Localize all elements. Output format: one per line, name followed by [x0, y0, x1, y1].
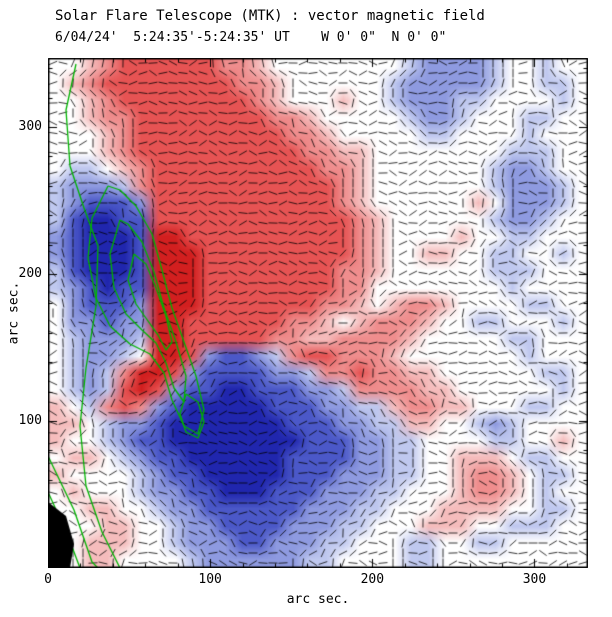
x-tick-label-100: 100 — [198, 572, 222, 587]
chart-title: Solar Flare Telescope (MTK) : vector mag… — [55, 8, 485, 24]
y-axis-label: arc sec. — [6, 281, 22, 345]
y-tick-label-200: 200 — [18, 266, 42, 282]
chart-subtitle: 6/04/24' 5:24:35'-5:24:35' UT W 0' 0" N … — [55, 30, 447, 45]
y-tick-label-100: 100 — [18, 413, 42, 429]
y-tick-label-300: 300 — [18, 119, 42, 135]
x-tick-label-300: 300 — [522, 572, 547, 587]
x-tick-label-200: 200 — [360, 572, 385, 587]
magnetogram-plot-canvas — [48, 58, 588, 568]
x-axis-label: arc sec. — [286, 592, 350, 607]
x-tick-label-0: 0 — [44, 572, 52, 587]
